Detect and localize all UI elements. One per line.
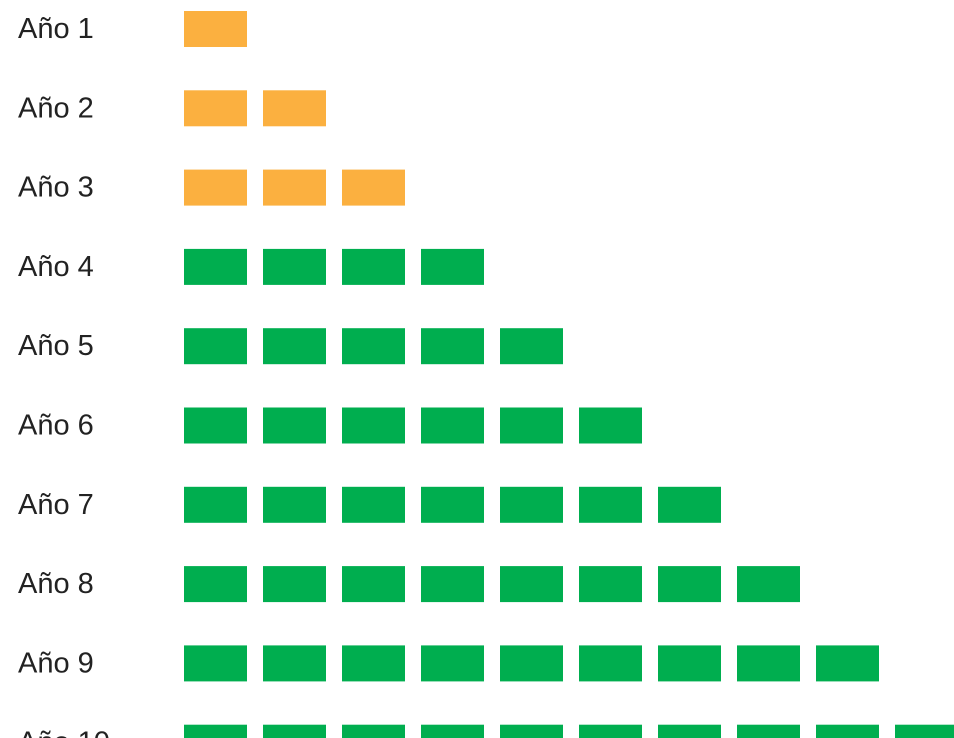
chart-row: Año 10 xyxy=(18,724,954,738)
bar-block xyxy=(895,724,954,738)
bar-block xyxy=(184,645,247,682)
bar-block xyxy=(263,169,326,206)
bar-block xyxy=(263,566,326,603)
chart-row: Año 5 xyxy=(18,328,563,365)
bar-block xyxy=(184,11,247,47)
bar-block xyxy=(421,248,484,285)
bar-block xyxy=(500,724,563,738)
bar-block xyxy=(342,328,405,365)
bar-block xyxy=(342,248,405,285)
bar-block xyxy=(421,724,484,738)
bar-block xyxy=(421,566,484,603)
category-label: Año 3 xyxy=(18,172,94,204)
bar-block xyxy=(421,407,484,444)
category-label: Año 9 xyxy=(18,647,94,679)
bar-block xyxy=(500,407,563,444)
category-label: Año 7 xyxy=(18,489,94,521)
bar-block xyxy=(500,328,563,365)
category-label: Año 5 xyxy=(18,330,94,362)
bar-block xyxy=(579,724,642,738)
chart-row: Año 1 xyxy=(18,11,247,47)
bar-block xyxy=(500,645,563,682)
chart-row: Año 3 xyxy=(18,169,405,206)
category-label: Año 1 xyxy=(18,13,94,45)
bar-block xyxy=(184,486,247,523)
bar-block xyxy=(737,566,800,603)
bar-block xyxy=(658,645,721,682)
bar-block xyxy=(500,486,563,523)
category-label: Año 2 xyxy=(18,92,94,124)
chart-row: Año 7 xyxy=(18,486,721,523)
bar-block xyxy=(816,724,879,738)
bar-block xyxy=(421,486,484,523)
bar-block xyxy=(263,486,326,523)
bar-block xyxy=(579,486,642,523)
bar-block xyxy=(263,407,326,444)
bar-block xyxy=(263,328,326,365)
bar-block xyxy=(658,724,721,738)
bar-block xyxy=(500,566,563,603)
chart-row: Año 4 xyxy=(18,248,484,285)
bar-block xyxy=(658,566,721,603)
bar-block xyxy=(263,645,326,682)
bar-block xyxy=(342,486,405,523)
bar-block xyxy=(184,407,247,444)
category-label: Año 4 xyxy=(18,251,94,283)
bar-block xyxy=(816,645,879,682)
bar-block xyxy=(342,169,405,206)
bar-block xyxy=(342,566,405,603)
bar-block xyxy=(737,645,800,682)
bar-block xyxy=(184,328,247,365)
bar-block xyxy=(184,248,247,285)
category-label: Año 10 xyxy=(18,727,110,738)
bar-block xyxy=(263,724,326,738)
bar-block xyxy=(579,566,642,603)
bar-block xyxy=(342,407,405,444)
bar-block xyxy=(421,328,484,365)
bar-block xyxy=(737,724,800,738)
bar-block xyxy=(184,90,247,127)
bar-block xyxy=(579,407,642,444)
bar-block xyxy=(342,724,405,738)
category-label: Año 8 xyxy=(18,568,94,600)
bar-block xyxy=(263,90,326,127)
bar-block xyxy=(579,645,642,682)
bar-block xyxy=(184,566,247,603)
bar-block xyxy=(263,248,326,285)
chart-row: Año 2 xyxy=(18,90,326,127)
chart-row: Año 9 xyxy=(18,645,879,682)
bar-block xyxy=(342,645,405,682)
chart-row: Año 6 xyxy=(18,407,642,444)
category-label: Año 6 xyxy=(18,410,94,442)
bar-block xyxy=(184,169,247,206)
chart-row: Año 8 xyxy=(18,566,800,603)
bar-block xyxy=(421,645,484,682)
bar-block xyxy=(184,724,247,738)
bar-block xyxy=(658,486,721,523)
